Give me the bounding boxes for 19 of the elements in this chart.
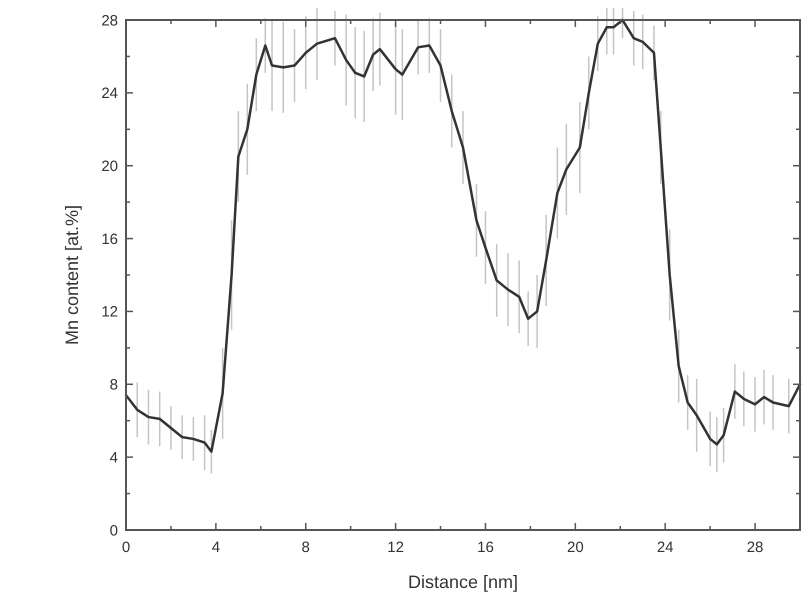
y-tick-label: 24 [101,85,118,102]
x-tick-label: 0 [122,539,130,556]
x-tick-label: 20 [566,539,584,556]
y-tick-label: 0 [110,522,118,540]
x-tick-label: 4 [212,539,220,556]
y-tick-label: 4 [110,449,118,466]
y-axis-title: Mn content [at.%] [62,204,82,346]
x-tick-label: 24 [656,539,674,556]
y-tick-label: 28 [101,12,118,30]
x-tick-label: 16 [477,539,494,556]
y-tick-label: 16 [101,230,118,248]
x-tick-label: 28 [746,539,764,556]
line-series [124,18,802,453]
x-tick-label: 8 [302,539,310,556]
y-tick-label: 8 [110,376,118,394]
x-axis-title: Distance [nm] [408,572,518,592]
y-tick-label: 12 [101,304,118,321]
x-tick-label: 12 [387,539,404,556]
y-tick-label: 20 [101,158,118,175]
